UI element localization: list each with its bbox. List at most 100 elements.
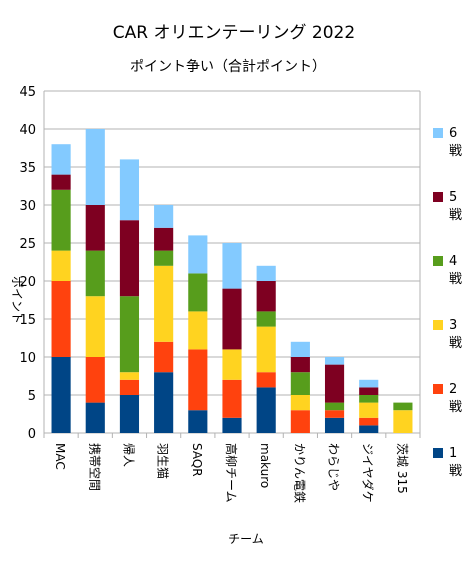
bar-segment-series-4-5 <box>222 288 242 350</box>
bar-segment-series-3-7 <box>290 372 310 395</box>
bar-segment-series-0-8 <box>324 417 345 433</box>
bar-segment-series-5-5 <box>222 243 242 289</box>
legend-swatch <box>433 128 443 138</box>
bar-segment-series-3-10 <box>393 402 413 411</box>
bar-segment-series-2-9 <box>359 402 379 418</box>
bar-segment-series-4-0 <box>51 174 71 190</box>
legend-swatch <box>433 320 443 330</box>
bar-segment-series-2-2 <box>119 372 140 380</box>
x-tick-label: わらじや <box>327 443 341 491</box>
legend-label-number: 3 <box>449 318 457 333</box>
bar-segment-series-2-5 <box>222 349 242 380</box>
bar-segment-series-5-3 <box>154 205 174 228</box>
y-tick-label: 25 <box>19 237 36 252</box>
bar-segment-series-5-9 <box>359 379 379 388</box>
bar-segment-series-2-3 <box>154 265 174 342</box>
bar-segment-series-5-7 <box>290 341 310 357</box>
bar-segment-series-3-9 <box>359 395 379 403</box>
y-tick-label: 40 <box>19 123 36 138</box>
bar-segment-series-1-2 <box>119 379 140 395</box>
y-tick-label: 35 <box>19 161 36 176</box>
bar-segment-series-0-2 <box>119 395 140 433</box>
x-axis-label: チーム <box>228 532 264 546</box>
bar-segment-series-2-7 <box>290 395 310 411</box>
bar-segment-series-3-1 <box>85 250 105 297</box>
bar-segment-series-2-0 <box>51 250 71 281</box>
x-tick-label: 帰人 <box>121 443 135 467</box>
bar-segment-series-1-9 <box>359 417 379 426</box>
bar-segment-series-0-9 <box>359 425 379 433</box>
bar-segment-series-3-4 <box>188 273 208 312</box>
chart-title: CAR オリエンテーリング 2022 <box>113 23 355 43</box>
bar-segment-series-5-2 <box>119 159 140 221</box>
legend-label-unit: 戦 <box>449 400 462 415</box>
legend-label-unit: 戦 <box>449 272 462 287</box>
chart-subtitle: ポイント争い（合計ポイント） <box>130 59 326 75</box>
bar-segment-series-5-6 <box>256 265 276 281</box>
legend-label-unit: 戦 <box>449 464 462 479</box>
legend-label-number: 1 <box>449 446 457 461</box>
bar-segment-series-5-4 <box>188 235 208 274</box>
x-tick-labels: MAC 携帯空間 帰人 羽生猫 SAQR 高柳チーム makuro かりん電鉄 わらじや ジイヤダ… <box>53 443 409 503</box>
bar-segment-series-1-3 <box>154 341 174 373</box>
bar-segment-series-2-1 <box>85 296 105 357</box>
x-tick-label: 羽生猫 <box>156 443 170 479</box>
bar-segment-series-3-2 <box>119 296 140 373</box>
bar-segment-series-5-8 <box>324 357 345 365</box>
y-axis-label: ポイント <box>10 276 24 324</box>
y-tick-labels: 0 5 10 15 20 25 30 35 40 45 <box>19 85 36 442</box>
bar-segment-series-0-6 <box>256 387 276 433</box>
bar-segment-series-4-8 <box>324 364 345 403</box>
bar-segment-series-1-0 <box>51 281 71 357</box>
axes <box>43 91 421 438</box>
bar-segment-series-4-3 <box>154 227 174 251</box>
legend-swatch <box>433 192 443 202</box>
bar-segment-series-5-1 <box>85 129 105 205</box>
legend-label-number: 4 <box>449 254 457 269</box>
y-tick-label: 45 <box>19 85 36 100</box>
x-tick-label: MAC <box>53 443 67 470</box>
bar-segment-series-0-1 <box>85 402 105 433</box>
y-tick-label: 10 <box>19 351 36 366</box>
bar-segment-series-0-5 <box>222 417 242 433</box>
legend-swatch <box>433 384 443 394</box>
x-tick-label: かりん電鉄 <box>292 443 307 503</box>
x-tick-label: SAQR <box>190 443 204 477</box>
legend-label-number: 5 <box>449 190 457 205</box>
bar-segment-series-1-6 <box>256 372 276 388</box>
legend-swatch <box>433 256 443 266</box>
legend-label-unit: 戦 <box>449 336 462 351</box>
bar-segment-series-3-8 <box>324 402 345 411</box>
bar-segment-series-2-4 <box>188 311 208 350</box>
legend-label-number: 6 <box>449 126 457 141</box>
legend-label-unit: 戦 <box>449 144 462 159</box>
bars <box>51 129 413 433</box>
bar-segment-series-4-9 <box>359 387 379 395</box>
bar-segment-series-1-7 <box>290 410 310 433</box>
bar-segment-series-3-0 <box>51 189 71 251</box>
bar-segment-series-1-5 <box>222 379 242 418</box>
x-tick-label: 携帯空間 <box>87 443 102 491</box>
y-tick-label: 20 <box>19 275 36 290</box>
y-tick-label: 15 <box>19 313 36 328</box>
y-tick-label: 5 <box>28 389 36 404</box>
bar-segment-series-4-1 <box>85 205 105 251</box>
x-tick-label: makuro <box>258 443 272 488</box>
legend: 6 戦 5 戦 4 戦 3 戦 2 戦 1 戦 <box>433 126 462 479</box>
bar-segment-series-5-0 <box>51 144 71 175</box>
y-tick-label: 0 <box>28 427 36 442</box>
bar-segment-series-0-0 <box>51 357 71 433</box>
x-tick-label: 高柳チーム <box>224 443 239 503</box>
bar-segment-series-2-10 <box>393 410 413 433</box>
legend-label-unit: 戦 <box>449 208 462 223</box>
bar-segment-series-3-3 <box>154 250 174 266</box>
legend-swatch <box>433 448 443 458</box>
bar-segment-series-4-2 <box>119 220 140 297</box>
bar-segment-series-1-4 <box>188 349 208 411</box>
bar-segment-series-4-6 <box>256 281 276 312</box>
bar-segment-series-4-7 <box>290 357 310 373</box>
y-tick-label: 30 <box>19 199 36 214</box>
bar-segment-series-2-6 <box>256 326 276 373</box>
bar-segment-series-3-6 <box>256 311 276 327</box>
bar-segment-series-0-3 <box>154 372 174 433</box>
